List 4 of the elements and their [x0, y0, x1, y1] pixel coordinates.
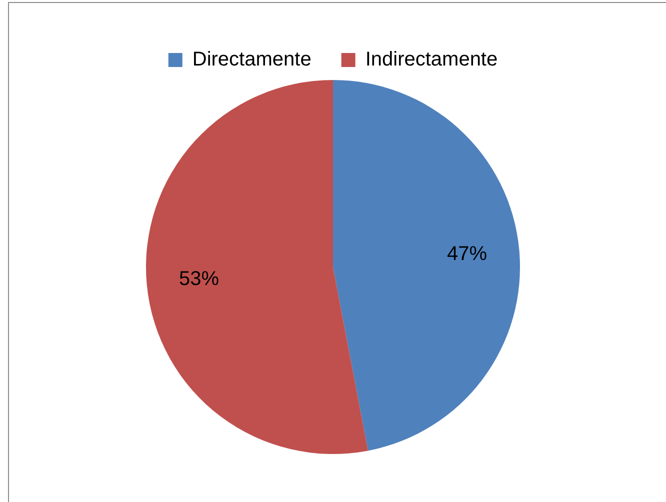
legend-label: Directamente	[192, 48, 312, 71]
legend-label: Indirectamente	[365, 48, 498, 71]
data-label: 53%	[178, 268, 220, 290]
data-label: 47%	[447, 242, 488, 265]
